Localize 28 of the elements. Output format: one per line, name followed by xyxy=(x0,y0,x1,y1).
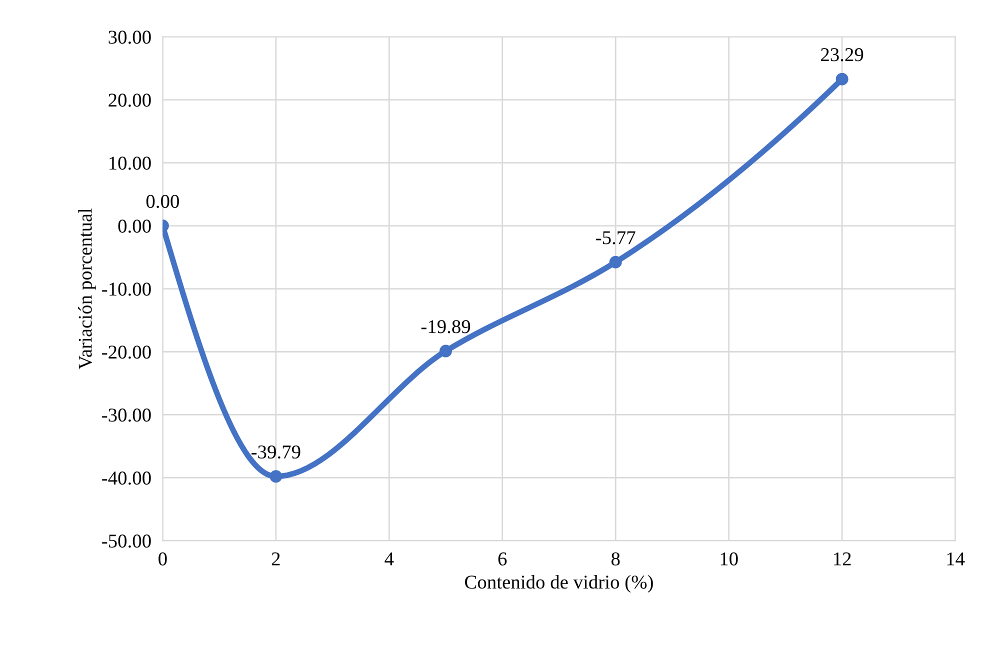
y-tick-label: -10.00 xyxy=(102,282,151,296)
data-label: -19.89 xyxy=(421,320,470,334)
x-axis-title: Contenido de vidrio (%) xyxy=(465,575,653,593)
x-tick-label: 2 xyxy=(272,552,280,566)
x-tick-label: 0 xyxy=(158,552,167,566)
y-tick-label: -20.00 xyxy=(102,346,151,359)
y-tick-label: 20.00 xyxy=(108,94,151,107)
y-tick-label: 0.00 xyxy=(118,220,151,233)
y-axis-title: Variación porcentual xyxy=(78,208,96,370)
point xyxy=(440,344,452,358)
data-label: 23.29 xyxy=(821,48,864,62)
data-label: -5.77 xyxy=(596,231,636,244)
x-tick-label: 12 xyxy=(834,552,851,566)
y-tick-label: -50.00 xyxy=(102,534,151,548)
x-tick-label: 6 xyxy=(498,552,507,566)
y-tick-label: 30.00 xyxy=(108,30,151,44)
data-label: -39.79 xyxy=(252,445,300,459)
point xyxy=(836,72,848,86)
x-tick-label: 14 xyxy=(947,552,965,566)
data-label: 0.00 xyxy=(146,194,179,208)
x-tick-label: 10 xyxy=(720,552,738,566)
y-tick-label: -30.00 xyxy=(102,408,151,422)
x-tick-label: 8 xyxy=(611,552,620,566)
y-tick-label: -40.00 xyxy=(102,472,151,485)
y-tick-label: 10.00 xyxy=(110,156,151,170)
point xyxy=(270,470,282,483)
point xyxy=(609,256,622,268)
x-tick-label: 4 xyxy=(384,552,394,566)
